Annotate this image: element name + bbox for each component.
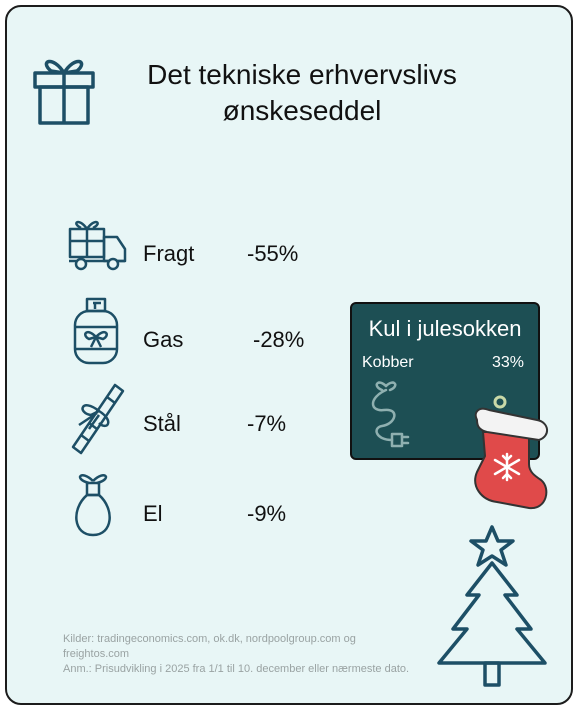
gift-icon: [33, 59, 95, 125]
christmas-sock-icon: [474, 407, 548, 510]
stocking-hanger-icon: [493, 395, 507, 409]
title-line-1: Det tekniske erhvervslivs: [147, 59, 457, 90]
coal-box-metal-label: Kobber: [362, 354, 414, 371]
light-bulb-icon: [75, 474, 111, 537]
coal-box-value: 33%: [491, 354, 524, 371]
candy-cane-icon: [71, 383, 125, 455]
item-label: El: [143, 501, 163, 526]
footer-notes: Kilder: tradingeconomics.com, ok.dk, nor…: [63, 632, 413, 677]
sources-text: Kilder: tradingeconomics.com, ok.dk, nor…: [63, 633, 356, 660]
gas-bottle-icon: [73, 297, 119, 365]
title-line-2: ønskeseddel: [222, 95, 382, 126]
item-value: -9%: [247, 501, 287, 526]
infographic-card: Det tekniske erhvervslivs ønskeseddel Fr…: [5, 5, 573, 705]
page-title: Det tekniske erhvervslivs ønskeseddel: [107, 57, 497, 129]
coal-box-heading: Kul i julesokken: [368, 316, 522, 341]
copper-cable-icon: [371, 381, 410, 448]
item-label: Gas: [143, 327, 184, 352]
christmas-tree-icon: [437, 525, 547, 687]
truck-with-gift-icon: [68, 220, 127, 271]
item-value: -55%: [247, 241, 299, 266]
item-value: -28%: [253, 327, 305, 352]
item-label: Fragt: [143, 241, 195, 266]
item-label: Stål: [143, 411, 181, 436]
item-value: -7%: [247, 411, 287, 436]
note-text: Anm.: Prisudvikling i 2025 fra 1/1 til 1…: [63, 663, 410, 675]
